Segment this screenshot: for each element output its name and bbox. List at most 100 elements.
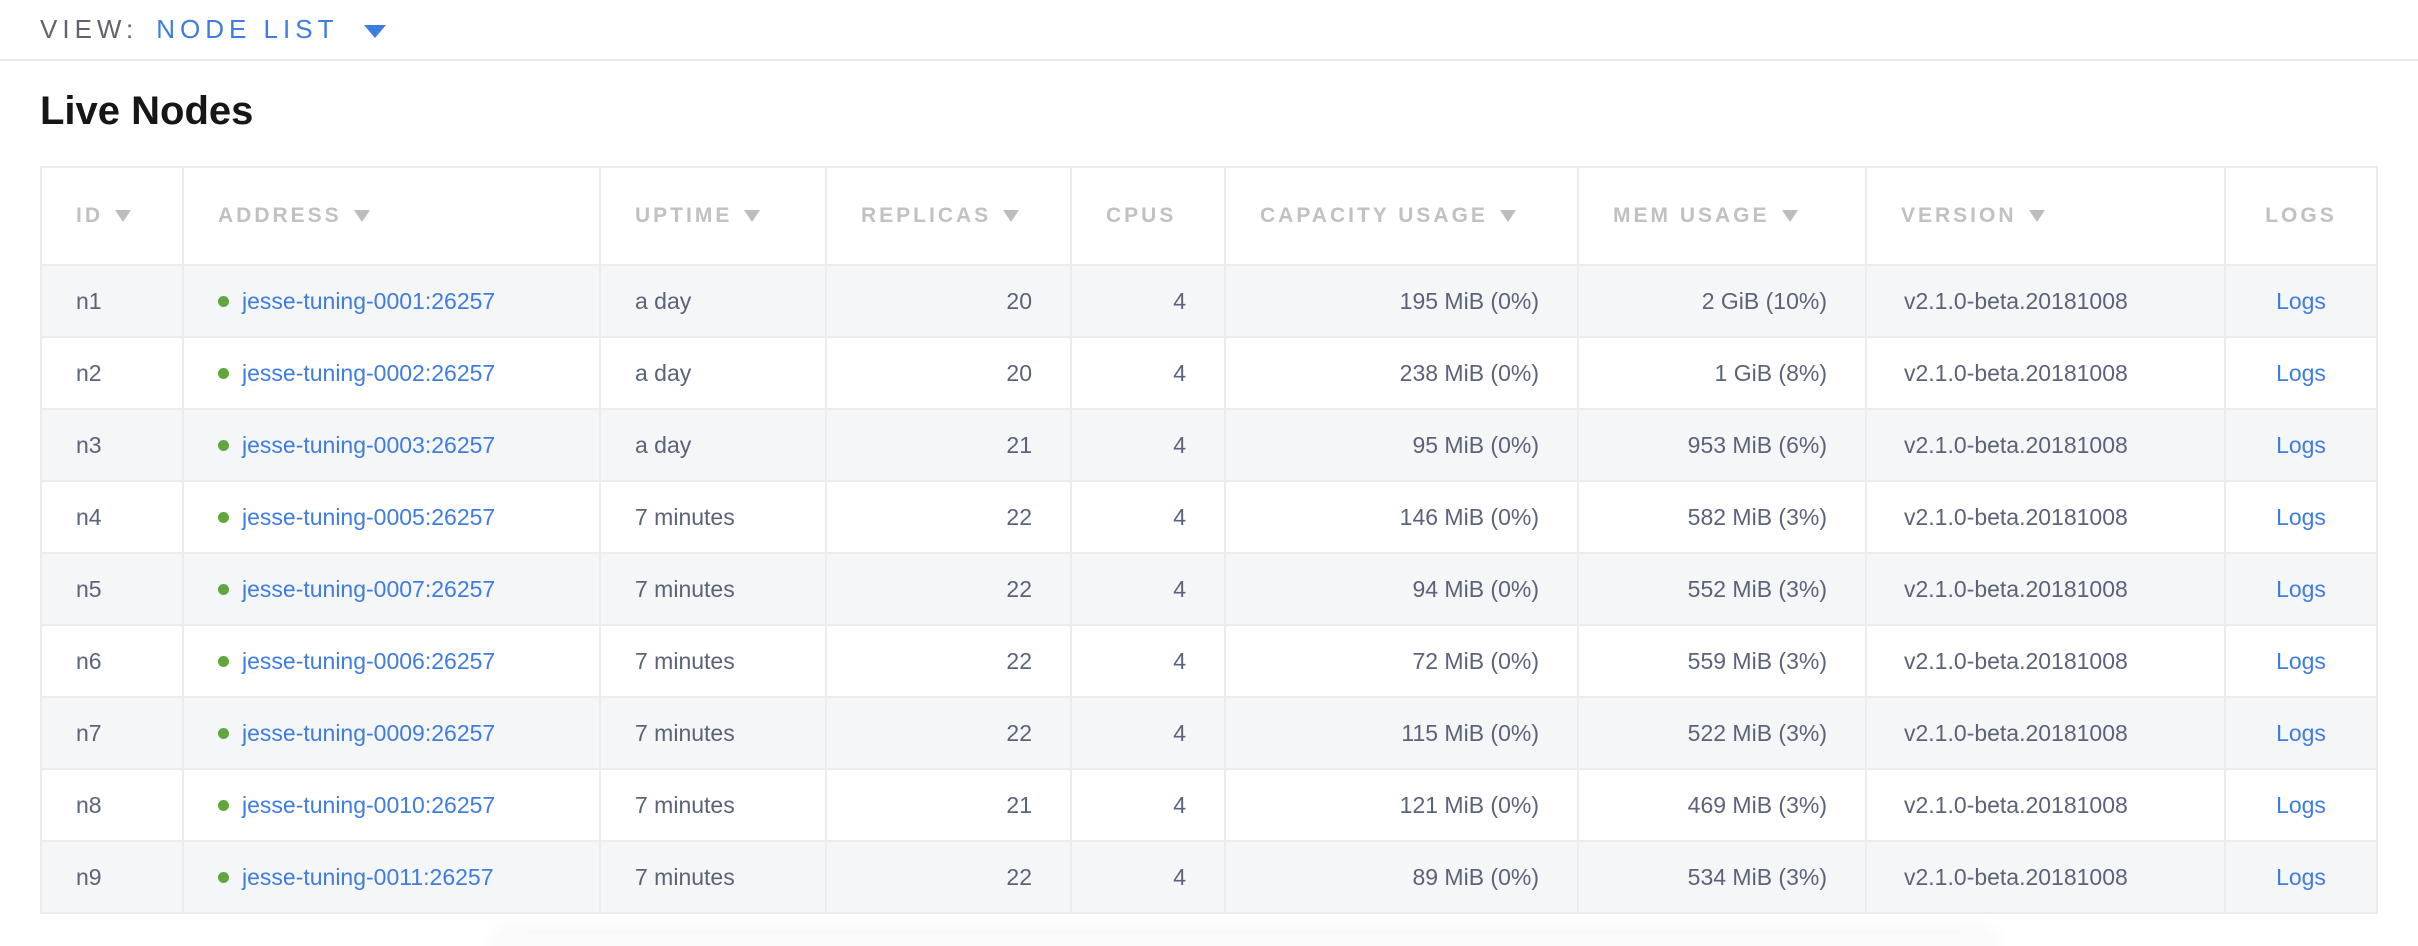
cell-cpus: 4 bbox=[1070, 768, 1226, 842]
node-address-link[interactable]: jesse-tuning-0011:26257 bbox=[242, 863, 494, 890]
node-address-link[interactable]: jesse-tuning-0006:26257 bbox=[242, 647, 496, 674]
column-header-id[interactable]: ID bbox=[40, 166, 184, 266]
cell-address: jesse-tuning-0011:26257 bbox=[182, 840, 601, 914]
column-header-label: CAPACITY USAGE bbox=[1260, 204, 1488, 227]
cell-address: jesse-tuning-0001:26257 bbox=[182, 264, 601, 338]
sort-caret-icon bbox=[1499, 210, 1516, 222]
node-address-link[interactable]: jesse-tuning-0001:26257 bbox=[242, 287, 496, 314]
next-section-edge bbox=[500, 933, 1990, 946]
column-header-label: VERSION bbox=[1901, 204, 2017, 227]
node-address-link[interactable]: jesse-tuning-0010:26257 bbox=[242, 791, 496, 818]
logs-link[interactable]: Logs bbox=[2276, 647, 2326, 674]
cell-logs: Logs bbox=[2224, 336, 2378, 410]
logs-link[interactable]: Logs bbox=[2276, 719, 2326, 746]
column-header-uptime[interactable]: UPTIME bbox=[599, 166, 827, 266]
live-nodes-section: Live Nodes ID ADDRESS UPTIME REPLICAS CPUS CA… bbox=[0, 87, 2418, 914]
node-live-status-icon bbox=[218, 655, 229, 667]
logs-link[interactable]: Logs bbox=[2276, 863, 2326, 890]
view-selector-dropdown[interactable]: NODE LIST bbox=[156, 14, 387, 45]
view-selector-value: NODE LIST bbox=[156, 14, 339, 44]
sort-caret-icon bbox=[744, 210, 761, 222]
cell-mem: 582 MiB (3%) bbox=[1577, 480, 1867, 554]
cell-cpus: 4 bbox=[1070, 480, 1226, 554]
cell-mem: 1 GiB (8%) bbox=[1577, 336, 1867, 410]
column-header-label: REPLICAS bbox=[861, 204, 992, 227]
cell-id: n9 bbox=[40, 840, 184, 914]
column-header-label: ID bbox=[76, 204, 103, 227]
cell-capacity: 94 MiB (0%) bbox=[1224, 552, 1579, 626]
cell-uptime: a day bbox=[599, 264, 827, 338]
cell-replicas: 22 bbox=[825, 480, 1072, 554]
cell-replicas: 22 bbox=[825, 624, 1072, 698]
node-live-status-icon bbox=[218, 583, 229, 595]
cell-cpus: 4 bbox=[1070, 840, 1226, 914]
cell-capacity: 195 MiB (0%) bbox=[1224, 264, 1579, 338]
logs-link[interactable]: Logs bbox=[2276, 575, 2326, 602]
table-row: n1 jesse-tuning-0001:26257 a day 20 4 195 MiB… bbox=[40, 264, 2378, 338]
node-live-status-icon bbox=[218, 439, 229, 451]
node-address-link[interactable]: jesse-tuning-0007:26257 bbox=[242, 575, 496, 602]
column-header-mem[interactable]: MEM USAGE bbox=[1577, 166, 1867, 266]
cell-uptime: 7 minutes bbox=[599, 840, 827, 914]
column-header-label: LOGS bbox=[2265, 204, 2337, 227]
column-header-version[interactable]: VERSION bbox=[1865, 166, 2226, 266]
cell-logs: Logs bbox=[2224, 624, 2378, 698]
cell-id: n2 bbox=[40, 336, 184, 410]
logs-link[interactable]: Logs bbox=[2276, 431, 2326, 458]
cell-uptime: a day bbox=[599, 336, 827, 410]
node-address-link[interactable]: jesse-tuning-0005:26257 bbox=[242, 503, 496, 530]
column-header-label: MEM USAGE bbox=[1613, 204, 1770, 227]
cell-logs: Logs bbox=[2224, 840, 2378, 914]
logs-link[interactable]: Logs bbox=[2276, 359, 2326, 386]
sort-caret-icon bbox=[1003, 210, 1020, 222]
cell-mem: 469 MiB (3%) bbox=[1577, 768, 1867, 842]
cell-capacity: 89 MiB (0%) bbox=[1224, 840, 1579, 914]
node-live-status-icon bbox=[218, 871, 229, 883]
logs-link[interactable]: Logs bbox=[2276, 791, 2326, 818]
cell-logs: Logs bbox=[2224, 768, 2378, 842]
node-live-status-icon bbox=[218, 727, 229, 739]
node-address-link[interactable]: jesse-tuning-0009:26257 bbox=[242, 719, 496, 746]
sort-caret-icon bbox=[2028, 210, 2045, 222]
cell-version: v2.1.0-beta.20181008 bbox=[1865, 840, 2226, 914]
logs-link[interactable]: Logs bbox=[2276, 503, 2326, 530]
cell-uptime: 7 minutes bbox=[599, 480, 827, 554]
cell-replicas: 20 bbox=[825, 336, 1072, 410]
cell-address: jesse-tuning-0007:26257 bbox=[182, 552, 601, 626]
cell-mem: 552 MiB (3%) bbox=[1577, 552, 1867, 626]
logs-link[interactable]: Logs bbox=[2276, 287, 2326, 314]
cell-replicas: 22 bbox=[825, 696, 1072, 770]
cell-logs: Logs bbox=[2224, 552, 2378, 626]
node-live-status-icon bbox=[218, 511, 229, 523]
cell-version: v2.1.0-beta.20181008 bbox=[1865, 624, 2226, 698]
table-row: n5 jesse-tuning-0007:26257 7 minutes 22 4 94 … bbox=[40, 552, 2378, 626]
cell-capacity: 238 MiB (0%) bbox=[1224, 336, 1579, 410]
cell-mem: 953 MiB (6%) bbox=[1577, 408, 1867, 482]
cell-address: jesse-tuning-0006:26257 bbox=[182, 624, 601, 698]
cell-version: v2.1.0-beta.20181008 bbox=[1865, 480, 2226, 554]
table-header-row: ID ADDRESS UPTIME REPLICAS CPUS CAPACITY USAG… bbox=[40, 166, 2378, 266]
cell-replicas: 21 bbox=[825, 768, 1072, 842]
cell-address: jesse-tuning-0003:26257 bbox=[182, 408, 601, 482]
cell-version: v2.1.0-beta.20181008 bbox=[1865, 336, 2226, 410]
cell-replicas: 22 bbox=[825, 840, 1072, 914]
table-row: n2 jesse-tuning-0002:26257 a day 20 4 238 MiB… bbox=[40, 336, 2378, 410]
column-header-replicas[interactable]: REPLICAS bbox=[825, 166, 1072, 266]
table-row: n7 jesse-tuning-0009:26257 7 minutes 22 4 115… bbox=[40, 696, 2378, 770]
node-address-link[interactable]: jesse-tuning-0002:26257 bbox=[242, 359, 496, 386]
cell-mem: 2 GiB (10%) bbox=[1577, 264, 1867, 338]
cell-cpus: 4 bbox=[1070, 264, 1226, 338]
cell-version: v2.1.0-beta.20181008 bbox=[1865, 696, 2226, 770]
cell-capacity: 72 MiB (0%) bbox=[1224, 624, 1579, 698]
cell-replicas: 21 bbox=[825, 408, 1072, 482]
cell-version: v2.1.0-beta.20181008 bbox=[1865, 768, 2226, 842]
cell-version: v2.1.0-beta.20181008 bbox=[1865, 552, 2226, 626]
cell-mem: 534 MiB (3%) bbox=[1577, 840, 1867, 914]
cell-version: v2.1.0-beta.20181008 bbox=[1865, 408, 2226, 482]
column-header-address[interactable]: ADDRESS bbox=[182, 166, 601, 266]
column-header-capacity[interactable]: CAPACITY USAGE bbox=[1224, 166, 1579, 266]
cell-logs: Logs bbox=[2224, 480, 2378, 554]
cell-id: n3 bbox=[40, 408, 184, 482]
cell-address: jesse-tuning-0005:26257 bbox=[182, 480, 601, 554]
node-address-link[interactable]: jesse-tuning-0003:26257 bbox=[242, 431, 496, 458]
